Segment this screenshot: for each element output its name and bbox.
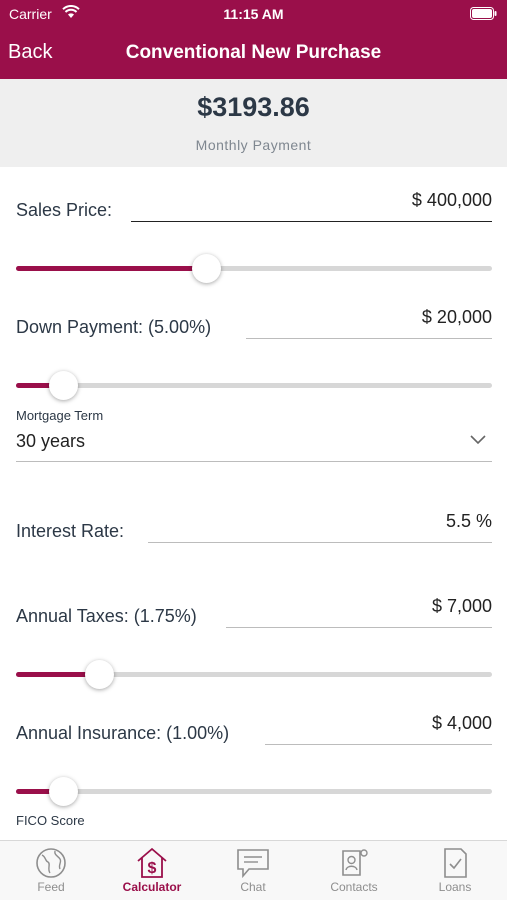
interest-rate-label: Interest Rate:: [16, 521, 125, 541]
slider-track: [16, 672, 492, 677]
annual-insurance-slider[interactable]: [16, 777, 492, 807]
battery-icon: [470, 7, 497, 23]
annual-taxes-slider[interactable]: [16, 660, 492, 690]
sales-price-slider[interactable]: [16, 254, 492, 284]
loans-document-icon: [437, 847, 473, 879]
slider-fill: [16, 383, 64, 388]
slider-thumb[interactable]: [49, 371, 79, 400]
down-payment-label: Down Payment: (5.00%): [16, 317, 212, 337]
annual-taxes-row: Annual Taxes: (1.75%) $ 7,000: [16, 596, 492, 642]
annual-insurance-row: Annual Insurance: (1.00%) $ 4,000: [16, 713, 492, 759]
tab-label: Chat: [240, 880, 266, 894]
nav-bar: Back Conventional New Purchase: [0, 30, 507, 79]
contacts-icon: [336, 847, 372, 879]
globe-icon: [33, 847, 69, 879]
mortgage-term-label: Mortgage Term: [16, 408, 104, 423]
mortgage-term-dropdown[interactable]: Mortgage Term 30 years: [16, 406, 492, 462]
mortgage-term-value[interactable]: 30 years: [16, 431, 86, 451]
interest-rate-row: Interest Rate: 5.5 %: [16, 511, 492, 557]
tab-label: Feed: [37, 880, 65, 894]
annual-insurance-input[interactable]: $ 4,000: [265, 712, 492, 745]
annual-insurance-label: Annual Insurance: (1.00%): [16, 723, 230, 743]
slider-fill: [16, 672, 100, 677]
slider-track: [16, 383, 492, 388]
app-header: Carrier 11:15 AM Back Conventional New P…: [0, 0, 507, 79]
slider-fill: [16, 789, 64, 794]
sales-price-label: Sales Price:: [16, 200, 113, 220]
status-bar: Carrier 11:15 AM: [0, 0, 507, 30]
back-button[interactable]: Back: [8, 41, 53, 63]
chat-icon: [235, 847, 271, 879]
down-payment-slider[interactable]: [16, 371, 492, 401]
tab-label: Loans: [438, 880, 472, 894]
annual-taxes-label: Annual Taxes: (1.75%): [16, 606, 197, 626]
tab-chat[interactable]: Chat: [208, 847, 298, 899]
interest-rate-input[interactable]: 5.5 %: [148, 510, 492, 543]
down-payment-input[interactable]: $ 20,000: [246, 306, 492, 339]
dropdown-underline: [16, 461, 492, 462]
slider-thumb[interactable]: [49, 777, 79, 806]
chevron-down-icon[interactable]: [470, 432, 486, 450]
slider-thumb[interactable]: [84, 660, 114, 689]
tab-label: Calculator: [122, 880, 182, 894]
monthly-payment-label: Monthly Payment: [195, 137, 312, 153]
carrier-label: Carrier: [9, 6, 52, 22]
tab-label: Contacts: [330, 880, 378, 894]
monthly-payment-amount: $3193.86: [197, 92, 310, 122]
tab-bar: Feed $ Calculator Chat Contacts Loans: [0, 840, 507, 900]
slider-thumb[interactable]: [191, 254, 221, 283]
tab-calculator[interactable]: $ Calculator: [107, 847, 197, 899]
status-time: 11:15 AM: [223, 6, 284, 22]
tab-contacts[interactable]: Contacts: [309, 847, 399, 899]
slider-track: [16, 266, 492, 271]
page-title: Conventional New Purchase: [125, 42, 382, 63]
wifi-icon: [62, 5, 80, 22]
tab-feed[interactable]: Feed: [6, 847, 96, 899]
annual-taxes-input[interactable]: $ 7,000: [226, 595, 492, 628]
fico-score-label: FICO Score: [16, 813, 85, 828]
monthly-payment-summary: $3193.86 Monthly Payment: [0, 79, 507, 167]
slider-track: [16, 789, 492, 794]
sales-price-row: Sales Price: $ 400,000: [16, 190, 492, 236]
tab-loans[interactable]: Loans: [410, 847, 500, 899]
slider-fill: [16, 266, 207, 271]
sales-price-input[interactable]: $ 400,000: [131, 189, 492, 222]
calculator-house-icon: $: [134, 847, 170, 879]
svg-text:$: $: [148, 860, 157, 877]
down-payment-row: Down Payment: (5.00%) $ 20,000: [16, 307, 492, 353]
